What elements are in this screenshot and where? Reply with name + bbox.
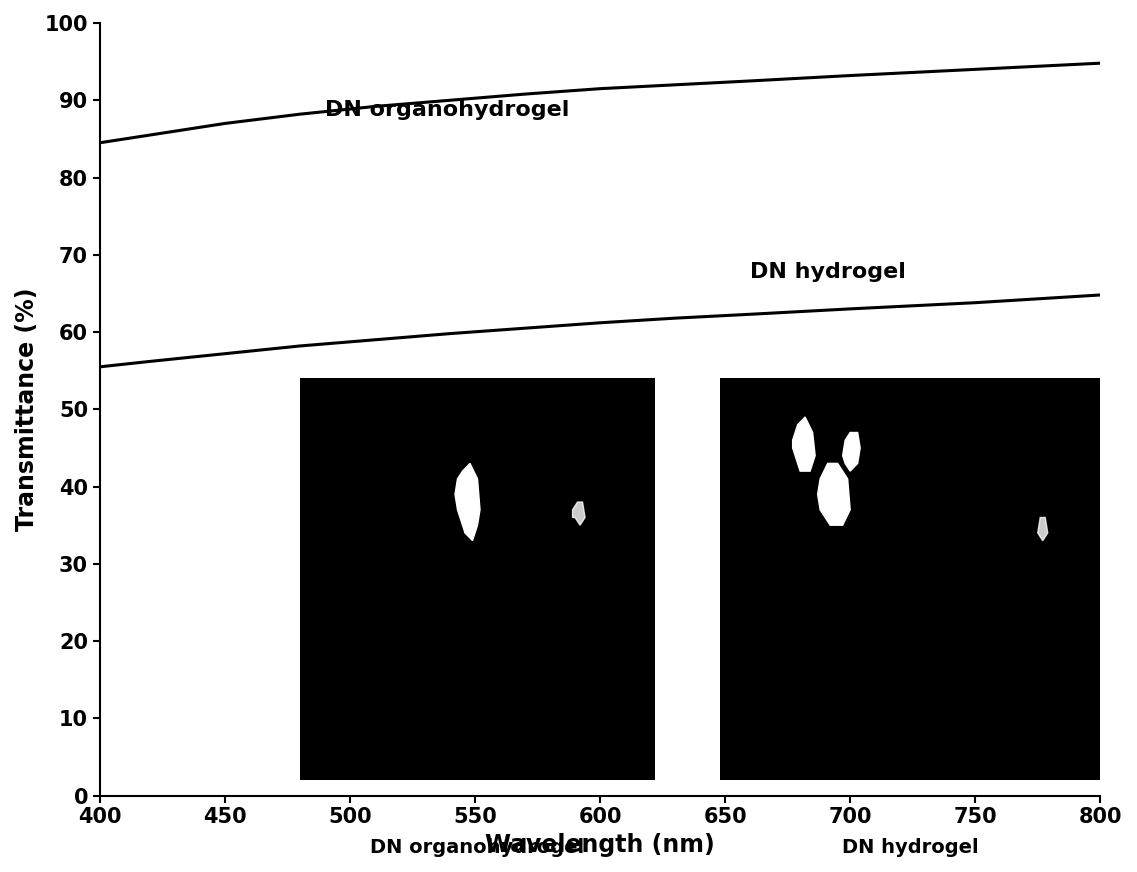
Polygon shape [843,433,861,471]
Text: DN organohydrogel: DN organohydrogel [325,99,570,119]
Polygon shape [792,417,815,471]
Y-axis label: Transmittance (%): Transmittance (%) [15,288,39,531]
Text: DN hydrogel: DN hydrogel [750,262,906,282]
Polygon shape [455,463,480,541]
Polygon shape [1038,517,1047,541]
Text: DN organohydrogel: DN organohydrogel [371,838,584,857]
Bar [300,378,655,780]
Text: DN hydrogel: DN hydrogel [841,838,979,857]
Bar [720,378,1101,780]
X-axis label: Wavelength (nm): Wavelength (nm) [485,833,715,857]
Polygon shape [818,463,850,525]
Polygon shape [573,502,586,525]
